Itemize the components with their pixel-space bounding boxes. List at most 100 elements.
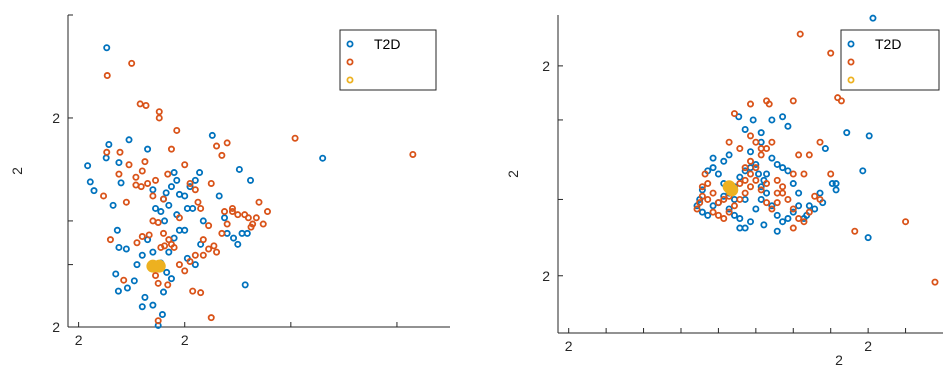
- data-point: [86, 178, 94, 186]
- data-point: [106, 236, 114, 244]
- data-point: [827, 49, 835, 57]
- data-point: [851, 227, 859, 235]
- data-point: [154, 279, 162, 287]
- data-point: [90, 187, 98, 195]
- data-point: [167, 183, 175, 191]
- data-point: [789, 205, 797, 213]
- data-point: [763, 180, 771, 188]
- data-point: [768, 116, 776, 124]
- x-tick-label: 2: [181, 332, 189, 348]
- data-point: [747, 148, 755, 156]
- data-point: [693, 205, 701, 213]
- data-point: [173, 126, 181, 134]
- data-point: [741, 195, 749, 203]
- data-point: [152, 272, 160, 280]
- data-point: [181, 226, 189, 234]
- data-point: [181, 161, 189, 169]
- data-point: [796, 30, 804, 38]
- data-point: [165, 236, 173, 244]
- data-point: [152, 204, 160, 212]
- data-point: [752, 164, 760, 172]
- data-point: [249, 220, 257, 228]
- data-point: [186, 183, 194, 191]
- data-point: [779, 164, 787, 172]
- legend: T2D: [840, 29, 940, 91]
- data-point: [773, 160, 781, 168]
- data-point: [869, 14, 877, 22]
- legend-label: T2D: [875, 36, 901, 52]
- data-point: [752, 205, 760, 213]
- data-point: [763, 189, 771, 197]
- series-1: [693, 30, 939, 286]
- data-point: [789, 180, 797, 188]
- data-point: [154, 317, 162, 325]
- data-point: [757, 186, 765, 194]
- data-point: [811, 192, 819, 200]
- legend-marker: [346, 58, 354, 66]
- data-point: [714, 170, 722, 178]
- data-point: [763, 170, 771, 178]
- data-point: [773, 176, 781, 184]
- series-2: [146, 259, 166, 273]
- data-point: [223, 220, 231, 228]
- data-point: [709, 208, 717, 216]
- data-point: [816, 189, 824, 197]
- data-point: [741, 167, 749, 175]
- data-point: [779, 113, 787, 121]
- data-point: [784, 215, 792, 223]
- data-point: [149, 192, 157, 200]
- data-point: [763, 145, 771, 153]
- data-point: [114, 287, 122, 295]
- data-point: [704, 195, 712, 203]
- data-point: [720, 195, 728, 203]
- data-point: [763, 199, 771, 207]
- data-point: [138, 251, 146, 259]
- data-point: [122, 245, 130, 253]
- data-point: [218, 151, 226, 159]
- data-point: [191, 261, 199, 269]
- data-point: [768, 154, 776, 162]
- data-point: [157, 208, 165, 216]
- data-point: [704, 180, 712, 188]
- data-point: [149, 301, 157, 309]
- data-point: [816, 195, 824, 203]
- y-tick-label: 2: [542, 58, 550, 74]
- data-point: [243, 229, 251, 237]
- data-point: [223, 139, 231, 147]
- data-point: [755, 170, 763, 178]
- data-point: [795, 151, 803, 159]
- data-point: [125, 136, 133, 144]
- data-point: [161, 217, 169, 225]
- data-point: [805, 202, 813, 210]
- data-point: [191, 251, 199, 259]
- data-point: [747, 170, 755, 178]
- data-point: [159, 288, 167, 296]
- data-point: [736, 224, 744, 232]
- data-point: [191, 176, 199, 184]
- data-point: [779, 183, 787, 191]
- data-point: [800, 218, 808, 226]
- data-point: [319, 154, 327, 162]
- data-point: [103, 72, 111, 80]
- data-point: [741, 164, 749, 172]
- data-point: [167, 275, 175, 283]
- data-point: [115, 170, 123, 178]
- data-point: [757, 145, 765, 153]
- data-point: [757, 183, 765, 191]
- data-point: [698, 186, 706, 194]
- data-point: [213, 142, 221, 150]
- data-point: [84, 162, 92, 170]
- data-point: [175, 214, 183, 222]
- data-point: [714, 211, 722, 219]
- data-point: [149, 248, 157, 256]
- data-point: [736, 215, 744, 223]
- legend-marker: [346, 76, 354, 84]
- data-point: [828, 180, 836, 188]
- data-point: [155, 108, 163, 116]
- data-point: [864, 234, 872, 242]
- data-point: [409, 150, 417, 158]
- data-point: [291, 134, 299, 142]
- data-point: [159, 195, 167, 203]
- data-point: [116, 148, 124, 156]
